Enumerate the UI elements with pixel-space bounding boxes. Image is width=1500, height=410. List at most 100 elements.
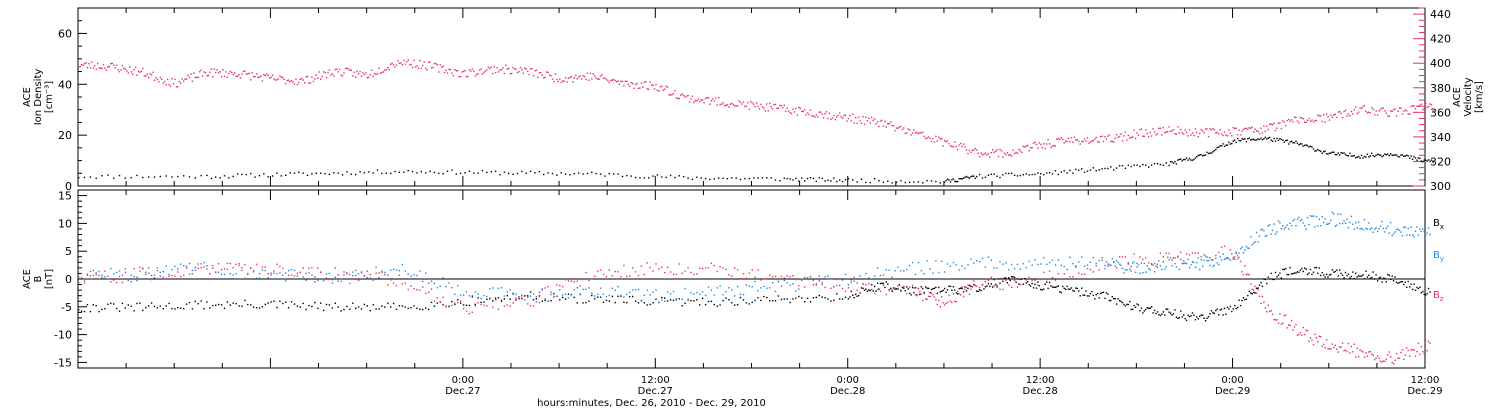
bx-series-point (830, 300, 832, 302)
bz-series-point (1289, 324, 1291, 327)
by-series-point (897, 266, 899, 268)
ion-density-series-point (722, 177, 724, 179)
velocity-series-point (1225, 134, 1227, 136)
by-series-point (89, 270, 92, 273)
bz-series-point (1234, 256, 1236, 258)
bz-series-point (1028, 276, 1030, 278)
velocity-series-point (925, 137, 927, 140)
ion-density-series-point (856, 181, 858, 183)
bz-series-point (1031, 279, 1033, 282)
velocity-series-point (111, 62, 113, 64)
bz-series-point (80, 277, 83, 279)
velocity-series-point (489, 67, 491, 70)
velocity-series-point (225, 71, 227, 73)
velocity-series-point (728, 106, 730, 108)
bx-series-point (255, 307, 258, 309)
velocity-series-point (1046, 143, 1048, 145)
bx-series-point (80, 310, 83, 312)
bx-series-point (865, 288, 867, 290)
bx-series-point (1097, 292, 1099, 295)
by-series-point (783, 279, 785, 282)
by-series-point (1420, 230, 1422, 233)
bx-series-point (876, 282, 879, 284)
bx-series-point (1270, 272, 1272, 275)
bz-series-point (815, 283, 817, 285)
bx-series-point (1194, 319, 1197, 321)
by-series-point (427, 282, 430, 284)
bz-series-point (1011, 286, 1013, 288)
ion-density-series-point (1413, 155, 1415, 158)
velocity-series-point (837, 114, 839, 117)
ion-density-series-point (634, 176, 637, 179)
by-series-point (824, 276, 826, 278)
bx-series-point (958, 287, 960, 290)
velocity-series-point (1273, 122, 1275, 125)
by-series-point (1215, 257, 1217, 260)
by-series-point (696, 291, 698, 294)
velocity-series-point (506, 68, 508, 70)
bx-series-point (346, 305, 348, 308)
by-series-point (1404, 226, 1406, 228)
by-series-point (1120, 264, 1122, 266)
bx-series-point (1417, 287, 1420, 290)
top-right-tick-label: 320 (1430, 155, 1451, 168)
velocity-series-point (1190, 134, 1192, 136)
velocity-series-point (943, 140, 946, 142)
bx-series-point (308, 304, 310, 307)
bx-series-point (1362, 274, 1364, 276)
ion-density-series-point (271, 175, 274, 177)
bx-series-point (936, 292, 938, 294)
bz-series-point (209, 273, 211, 275)
ion-density-series-point (643, 177, 645, 179)
by-series-point (576, 287, 578, 289)
ion-density-series-point (538, 170, 541, 173)
ion-density-series-point (302, 172, 304, 174)
bz-series-point (1168, 252, 1170, 255)
velocity-series-point (191, 80, 194, 82)
by-series-point (556, 295, 558, 297)
velocity-series-point (234, 72, 236, 74)
bx-series-point (885, 281, 887, 283)
velocity-series-point (776, 107, 778, 109)
bx-series-point (559, 299, 561, 301)
bz-series-point (962, 295, 965, 298)
by-series-point (605, 295, 608, 298)
bottom-tick-label: 15 (58, 190, 72, 203)
bx-series-point (852, 294, 854, 296)
bx-series-point (1360, 275, 1363, 277)
bz-series-point (664, 271, 666, 274)
bz-series-point (620, 275, 622, 278)
velocity-series (78, 59, 1434, 158)
bx-series-point (967, 287, 969, 290)
bz-series-point (1066, 268, 1068, 271)
bz-series-point (1341, 342, 1344, 344)
ion-density-series-point (477, 172, 479, 174)
bx-series-point (1158, 313, 1160, 316)
velocity-series-point (617, 80, 619, 82)
by-series-point (1216, 262, 1218, 264)
velocity-series-point (744, 105, 746, 108)
velocity-series-point (352, 75, 354, 77)
bz-series-point (457, 302, 459, 304)
bx-series-point (1414, 289, 1417, 291)
ion-density-series-point (713, 178, 715, 180)
velocity-series-point (126, 70, 128, 72)
velocity-series-point (859, 120, 861, 122)
bottom-left-axis-title-line: B (33, 275, 44, 282)
bz-series-point (1314, 333, 1316, 335)
by-series-point (742, 293, 745, 296)
ion-density-series-point (882, 181, 885, 183)
velocity-series-point (764, 110, 766, 112)
ion-density-series-point (1283, 141, 1285, 143)
ion-density-series-point (1324, 150, 1326, 152)
bz-series-point (529, 305, 532, 307)
bx-series-point (328, 304, 331, 306)
by-series-point (1204, 255, 1207, 257)
velocity-series-point (270, 76, 272, 78)
by-series-point (1167, 256, 1169, 258)
velocity-series-point (920, 132, 922, 134)
by-series-point (626, 293, 628, 296)
velocity-series-point (425, 67, 427, 69)
bz-series-point (1317, 341, 1319, 343)
velocity-series-point (703, 102, 705, 104)
